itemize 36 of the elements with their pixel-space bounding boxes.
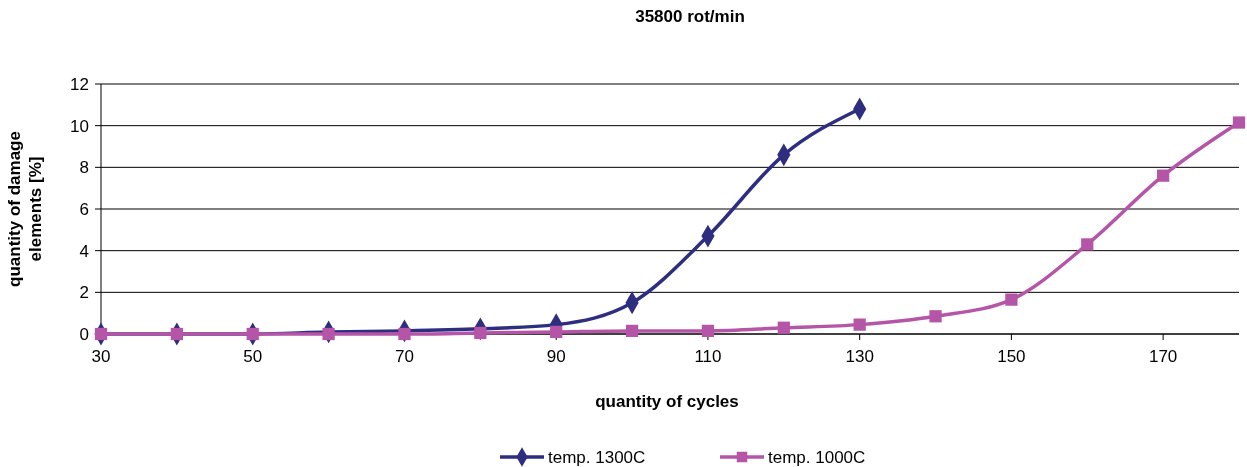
y-tick-label: 12 <box>70 74 89 94</box>
point <box>474 326 487 340</box>
x-tick-label: 90 <box>546 347 566 366</box>
y-tick-label: 10 <box>70 116 89 136</box>
x-tick-label: 30 <box>91 347 111 366</box>
x-tick-label: 150 <box>997 347 1026 366</box>
point <box>625 324 639 337</box>
point <box>777 321 790 334</box>
legend-label: temp. 1300C <box>548 447 646 467</box>
point <box>1157 169 1170 182</box>
x-tick-label: 130 <box>845 347 874 366</box>
y-tick-label: 8 <box>79 158 89 178</box>
point <box>246 327 259 341</box>
chart-title: 35800 rot/min <box>635 7 745 26</box>
x-axis-title: quantity of cycles <box>595 392 739 411</box>
point <box>550 325 563 339</box>
y-tick-label: 6 <box>79 199 89 219</box>
point <box>853 318 866 331</box>
point <box>701 324 715 337</box>
point <box>1081 238 1094 251</box>
point <box>170 327 183 341</box>
point <box>94 327 108 341</box>
point <box>1005 293 1018 306</box>
point <box>1232 116 1246 129</box>
y-tick-label: 4 <box>79 241 89 261</box>
point <box>322 327 335 341</box>
legend-label: temp. 1000C <box>768 447 866 467</box>
point <box>929 310 942 323</box>
x-tick-label: 170 <box>1148 347 1178 366</box>
y-tick-label: 0 <box>79 324 89 344</box>
x-tick-label: 110 <box>694 347 722 366</box>
x-tick-label: 70 <box>395 347 414 366</box>
y-tick-label: 2 <box>79 283 89 303</box>
y-axis-title: quantity of damage elements [%] <box>5 131 45 287</box>
x-tick-label: 50 <box>243 347 263 366</box>
point <box>398 327 411 341</box>
